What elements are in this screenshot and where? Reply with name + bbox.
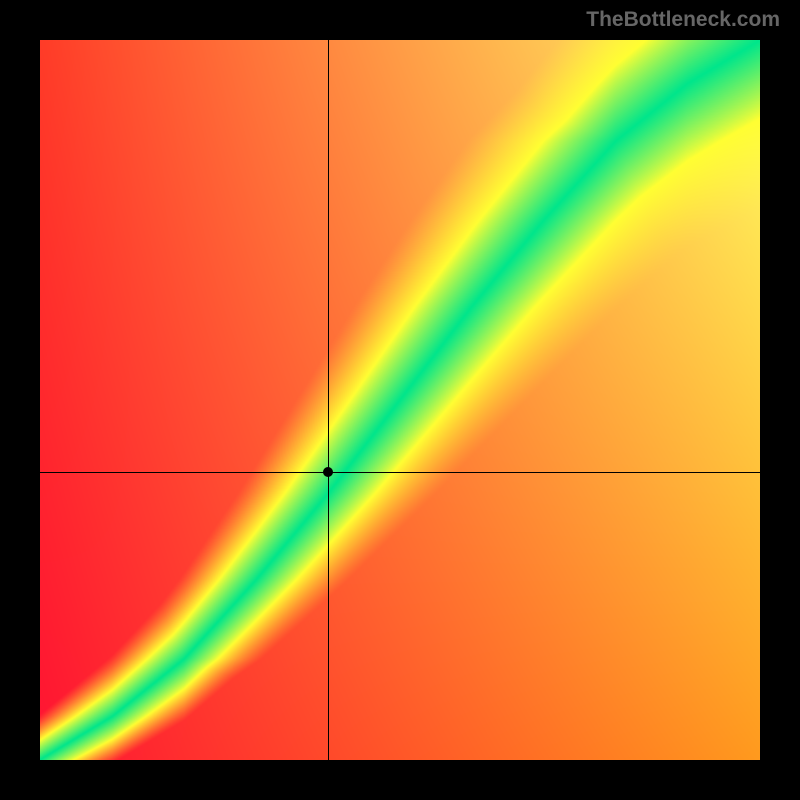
plot-area — [40, 40, 760, 760]
watermark-text: TheBottleneck.com — [586, 8, 780, 32]
heatmap-canvas — [40, 40, 760, 760]
crosshair-horizontal — [40, 472, 760, 473]
crosshair-vertical — [328, 40, 329, 760]
chart-container: TheBottleneck.com — [0, 0, 800, 800]
crosshair-marker — [323, 467, 333, 477]
